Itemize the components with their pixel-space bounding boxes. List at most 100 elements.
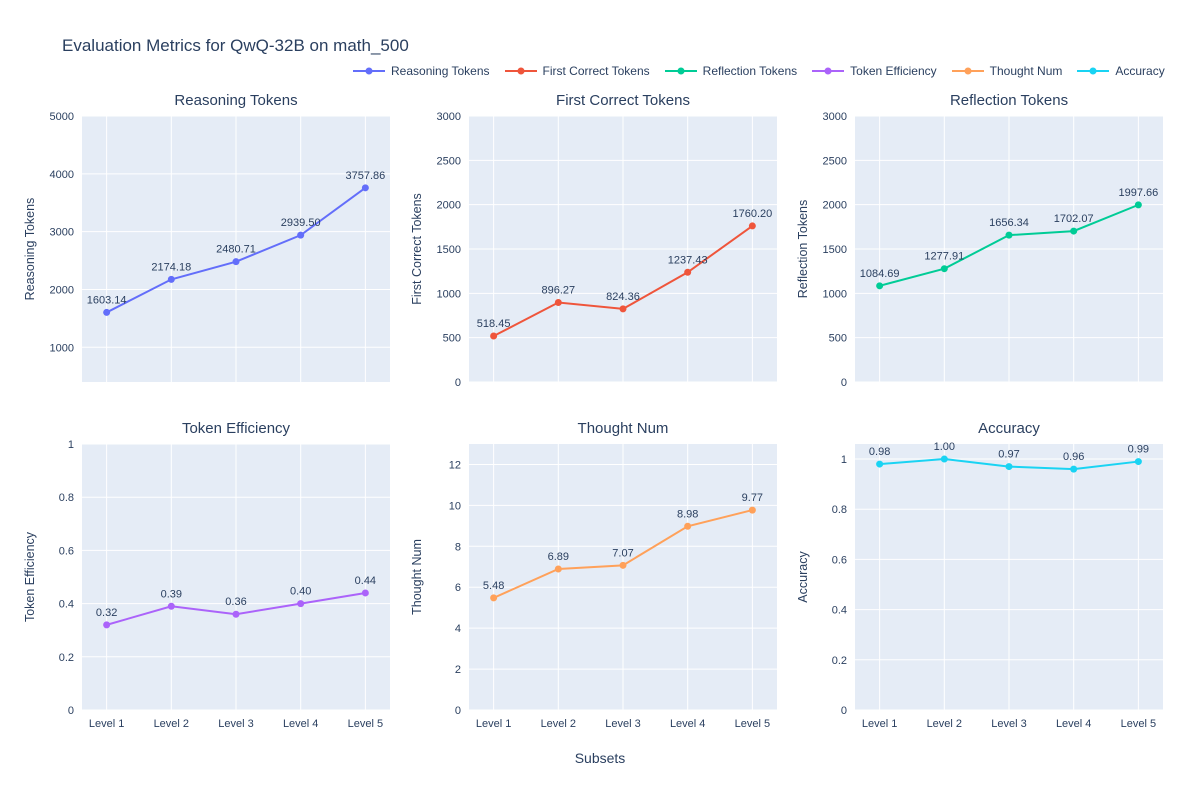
chart-thought-num[interactable]: 0 2 4 6 8 10 12 Level 1 Level 2 Level 3 Level 4 Lev… xyxy=(407,416,787,736)
x-tick-label: Level 5 xyxy=(348,718,383,730)
x-axis-title: Subsets xyxy=(574,750,626,766)
data-point-label: 1997.66 xyxy=(1119,187,1159,199)
chart-panel-thought-num: 0 2 4 6 8 10 12 Level 1 Level 2 Level 3 Level 4 Lev… xyxy=(407,416,794,736)
data-point-label: 9.77 xyxy=(741,492,762,504)
x-tick-label: Level 3 xyxy=(992,718,1027,730)
y-tick-label: 0 xyxy=(841,705,847,717)
chart-first-correct-tokens[interactable]: 0 500 1000 1500 2000 2500 3000 First Correct To… xyxy=(407,88,787,388)
chart-title: Thought Num xyxy=(577,420,668,437)
figure-title: Evaluation Metrics for QwQ-32B on math_5… xyxy=(62,36,409,55)
data-point xyxy=(489,594,497,602)
data-point-label: 2174.18 xyxy=(151,261,191,273)
data-point-label: 1.00 xyxy=(934,441,955,453)
y-tick-label: 3000 xyxy=(436,111,460,123)
y-tick-label: 3000 xyxy=(50,227,74,239)
y-axis-title: Thought Num xyxy=(410,539,424,615)
data-point-label: 1237.43 xyxy=(667,254,707,266)
chart-title: Accuracy xyxy=(978,420,1040,437)
data-point xyxy=(361,184,369,192)
y-axis-title: Reflection Tokens xyxy=(796,200,810,298)
legend-label: Reasoning Tokens xyxy=(391,64,490,78)
data-point xyxy=(683,522,691,530)
y-tick-label: 10 xyxy=(448,500,460,512)
data-point xyxy=(876,282,884,290)
legend-label: Reflection Tokens xyxy=(702,64,798,78)
x-tick-label: Level 1 xyxy=(862,718,897,730)
legend-item-accuracy[interactable]: Accuracy xyxy=(1076,64,1165,78)
y-tick-label: 2000 xyxy=(50,284,74,296)
data-point-label: 896.27 xyxy=(541,285,575,297)
data-point xyxy=(619,305,627,313)
data-point-label: 824.36 xyxy=(606,291,640,303)
data-point xyxy=(167,602,175,610)
chart-panel-reasoning-tokens: 1000 2000 3000 4000 5000 Reasoning Tokens Reas… xyxy=(20,88,407,388)
data-point xyxy=(1070,227,1078,235)
y-tick-label: 2500 xyxy=(823,155,847,167)
y-tick-label: 0.6 xyxy=(59,545,74,557)
y-tick-label: 1000 xyxy=(823,288,847,300)
data-point xyxy=(683,268,691,276)
y-tick-label: 500 xyxy=(442,333,460,345)
y-tick-label: 0.2 xyxy=(832,655,847,667)
chart-panel-reflection-tokens: 0 500 1000 1500 2000 2500 3000 Reflection Token… xyxy=(793,88,1180,388)
data-point xyxy=(297,600,305,608)
data-point xyxy=(748,506,756,514)
chart-reasoning-tokens[interactable]: 1000 2000 3000 4000 5000 Reasoning Tokens Reas… xyxy=(20,88,400,388)
y-tick-label: 0.8 xyxy=(59,492,74,504)
data-point xyxy=(554,299,562,307)
data-point-label: 0.36 xyxy=(225,596,246,608)
legend-line-icon xyxy=(1077,67,1110,75)
chart-reflection-tokens[interactable]: 0 500 1000 1500 2000 2500 3000 Reflection Token… xyxy=(793,88,1173,388)
charts-grid: 1000 2000 3000 4000 5000 Reasoning Tokens Reas… xyxy=(20,88,1180,736)
x-tick-label: Level 4 xyxy=(670,718,705,730)
x-tick-label: Level 3 xyxy=(605,718,640,730)
legend-label: First Correct Tokens xyxy=(542,64,650,78)
y-tick-label: 1000 xyxy=(50,342,74,354)
legend-item-first-correct-tokens[interactable]: First Correct Tokens xyxy=(504,64,650,78)
y-tick-label: 1500 xyxy=(823,244,847,256)
y-tick-label: 0.4 xyxy=(59,599,74,611)
legend-item-reasoning-tokens[interactable]: Reasoning Tokens xyxy=(352,64,490,78)
y-axis-title: Token Efficiency xyxy=(23,531,37,622)
data-point xyxy=(103,621,111,629)
data-point-label: 0.98 xyxy=(869,446,890,458)
chart-token-efficiency[interactable]: 0 0.2 0.4 0.6 0.8 1 Level 1 Level 2 Level 3 Level… xyxy=(20,416,400,736)
legend-line-icon xyxy=(951,67,984,75)
y-axis-title: First Correct Tokens xyxy=(410,193,424,305)
legend-label: Accuracy xyxy=(1115,64,1165,78)
x-tick-label: Level 4 xyxy=(283,718,318,730)
legend-line-icon xyxy=(353,67,385,75)
legend-item-thought-num[interactable]: Thought Num xyxy=(951,64,1063,78)
legend: Reasoning Tokens First Correct Tokens Refl… xyxy=(352,64,1165,78)
legend-item-reflection-tokens[interactable]: Reflection Tokens xyxy=(664,64,798,78)
legend-item-token-efficiency[interactable]: Token Efficiency xyxy=(811,64,937,78)
y-tick-label: 2000 xyxy=(823,200,847,212)
data-point xyxy=(297,231,305,239)
chart-title: Reasoning Tokens xyxy=(174,92,297,109)
y-tick-label: 4 xyxy=(455,623,461,635)
data-point-label: 0.97 xyxy=(999,449,1020,461)
x-tick-label: Level 3 xyxy=(218,718,253,730)
legend-line-icon xyxy=(664,67,697,75)
x-tick-label: Level 2 xyxy=(927,718,962,730)
data-point xyxy=(1135,458,1143,466)
data-point xyxy=(232,258,240,266)
data-point-label: 518.45 xyxy=(476,318,510,330)
y-axis-title: Reasoning Tokens xyxy=(23,198,37,301)
y-tick-label: 12 xyxy=(448,459,460,471)
legend-label: Thought Num xyxy=(989,64,1063,78)
legend-line-icon xyxy=(812,67,845,75)
data-point xyxy=(748,222,756,230)
data-point-label: 1656.34 xyxy=(989,217,1029,229)
data-point xyxy=(103,308,111,316)
y-tick-label: 0 xyxy=(455,705,461,717)
data-point-label: 2480.71 xyxy=(216,244,256,256)
chart-accuracy[interactable]: 0 0.2 0.4 0.6 0.8 1 Level 1 Level 2 Level 3 Level… xyxy=(793,416,1173,736)
data-point-label: 0.39 xyxy=(161,588,182,600)
data-point xyxy=(167,275,175,283)
x-tick-label: Level 2 xyxy=(154,718,189,730)
data-point xyxy=(1005,231,1013,239)
data-point-label: 2939.50 xyxy=(281,217,321,229)
y-tick-label: 0 xyxy=(455,377,461,388)
x-tick-label: Level 5 xyxy=(1121,718,1156,730)
